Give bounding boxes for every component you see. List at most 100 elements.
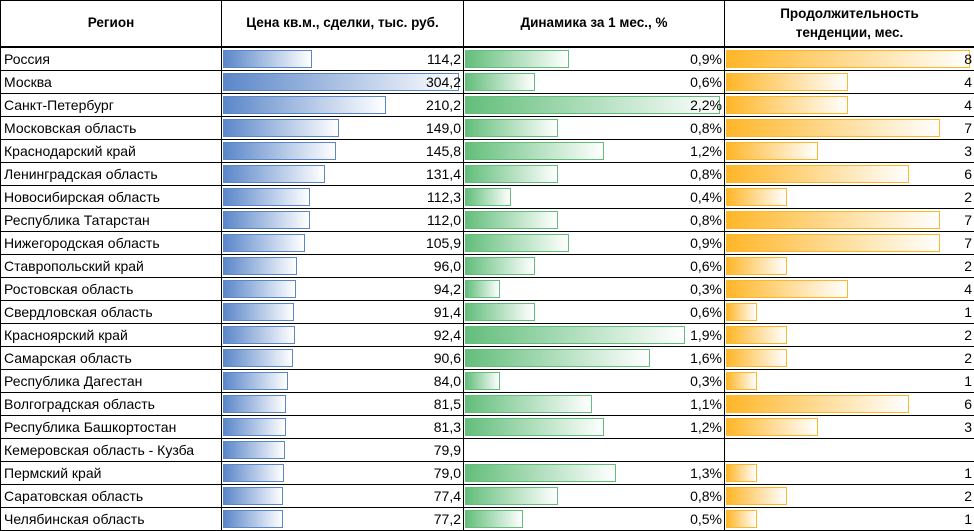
header-region[interactable]: Регион — [1, 1, 222, 48]
duration-databar — [726, 464, 757, 482]
dynamics-databar — [465, 395, 592, 413]
header-row: Регион Цена кв.м., сделки, тыс. руб. Дин… — [1, 1, 974, 48]
region-cell: Пермский край — [1, 462, 222, 485]
duration-value: 2 — [964, 324, 972, 346]
dynamics-value: 0,6% — [690, 71, 722, 93]
duration-cell: 1 — [725, 462, 974, 485]
price-databar — [223, 188, 310, 206]
region-cell: Красноярский край — [1, 324, 222, 347]
duration-value: 1 — [964, 301, 972, 323]
header-dynamics[interactable]: Динамика за 1 мес., % — [464, 1, 725, 48]
price-cell: 149,0 — [222, 117, 464, 140]
price-databar — [223, 280, 296, 298]
region-cell: Нижегородская область — [1, 232, 222, 255]
dynamics-databar — [465, 73, 535, 91]
duration-cell: 2 — [725, 324, 974, 347]
dynamics-cell: 1,2% — [464, 416, 725, 439]
dynamics-cell: 1,2% — [464, 140, 725, 163]
price-cell: 114,2 — [222, 47, 464, 71]
duration-value: 2 — [964, 485, 972, 507]
dynamics-value: 0,6% — [690, 301, 722, 323]
duration-cell: 7 — [725, 232, 974, 255]
price-value: 79,0 — [434, 462, 461, 484]
region-cell: Самарская область — [1, 347, 222, 370]
price-databar — [223, 234, 305, 252]
region-cell: Саратовская область — [1, 485, 222, 508]
price-databar — [223, 464, 284, 482]
price-databar — [223, 349, 293, 367]
duration-cell: 2 — [725, 347, 974, 370]
price-value: 105,9 — [426, 232, 461, 254]
dynamics-databar — [465, 50, 569, 68]
price-value: 112,0 — [427, 209, 461, 231]
duration-databar — [726, 303, 757, 321]
price-databar — [223, 165, 325, 183]
header-duration-line1: Продолжительность — [780, 6, 919, 21]
dynamics-value: 0,8% — [690, 485, 722, 507]
duration-cell: 4 — [725, 71, 974, 94]
dynamics-cell: 1,1% — [464, 393, 725, 416]
price-databar — [223, 418, 286, 436]
dynamics-value: 1,3% — [690, 462, 722, 484]
dynamics-cell: 2,2% — [464, 94, 725, 117]
price-cell: 77,4 — [222, 485, 464, 508]
duration-databar — [726, 50, 970, 68]
price-value: 81,3 — [434, 416, 461, 438]
duration-databar — [726, 280, 848, 298]
duration-value: 7 — [964, 209, 972, 231]
duration-databar — [726, 418, 818, 436]
dynamics-databar — [465, 280, 500, 298]
duration-cell: 7 — [725, 209, 974, 232]
price-value: 79,9 — [434, 439, 461, 461]
price-value: 94,2 — [434, 278, 461, 300]
duration-databar — [726, 395, 909, 413]
duration-value: 8 — [964, 48, 972, 70]
dynamics-value: 0,3% — [690, 370, 722, 392]
price-cell: 112,3 — [222, 186, 464, 209]
duration-databar — [726, 487, 787, 505]
duration-cell: 1 — [725, 508, 974, 531]
price-cell: 210,2 — [222, 94, 464, 117]
duration-value: 7 — [964, 117, 972, 139]
header-price[interactable]: Цена кв.м., сделки, тыс. руб. — [222, 1, 464, 48]
dynamics-databar — [465, 326, 685, 344]
price-databar — [223, 142, 336, 160]
dynamics-cell: 1,9% — [464, 324, 725, 347]
dynamics-cell: 0,8% — [464, 485, 725, 508]
dynamics-databar — [465, 464, 616, 482]
dynamics-cell: 0,5% — [464, 508, 725, 531]
duration-cell: 4 — [725, 278, 974, 301]
price-cell: 77,2 — [222, 508, 464, 531]
dynamics-databar — [465, 96, 720, 114]
duration-cell: 4 — [725, 94, 974, 117]
dynamics-databar — [465, 372, 500, 390]
price-value: 112,3 — [427, 186, 461, 208]
dynamics-databar — [465, 165, 558, 183]
duration-cell: 1 — [725, 301, 974, 324]
dynamics-cell: 0,6% — [464, 71, 725, 94]
region-cell: Краснодарский край — [1, 140, 222, 163]
dynamics-databar — [465, 211, 558, 229]
table-row[interactable]: Пермский край 79,0 1,3%1 — [1, 462, 974, 485]
